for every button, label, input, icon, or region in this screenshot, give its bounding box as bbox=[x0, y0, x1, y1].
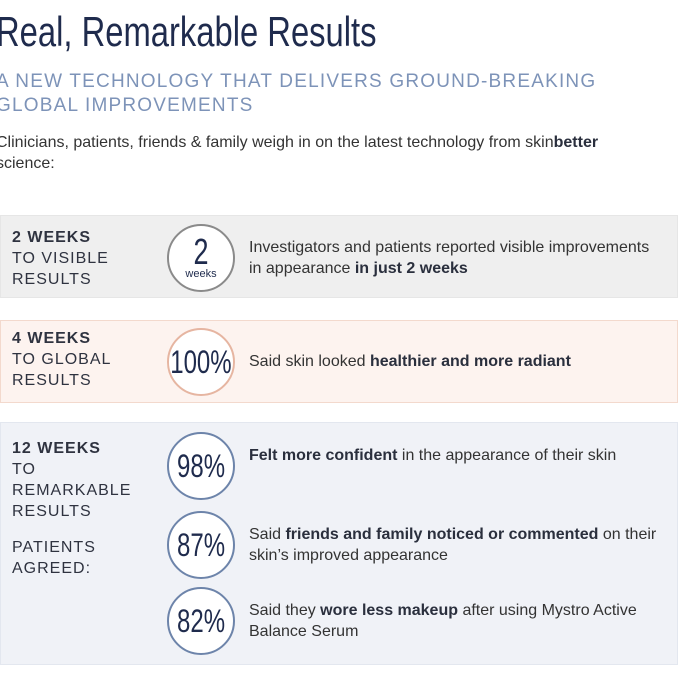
stat-circle: 98% bbox=[167, 432, 235, 500]
label-line: 12 WEEKS bbox=[12, 440, 101, 457]
label-line: 2 WEEKS bbox=[12, 229, 92, 246]
section-box bbox=[0, 320, 678, 403]
text: on their skin’s improved appearance bbox=[249, 526, 657, 564]
text: Clinicians, patients, friends & family w… bbox=[0, 134, 554, 151]
stat-text: Said skin looked healthier and more radi… bbox=[249, 351, 659, 372]
subtitle: GLOBAL IMPROVEMENTS bbox=[0, 95, 254, 116]
bold-text: healthier and more radiant bbox=[369, 353, 571, 370]
label-line: PATIENTS bbox=[12, 539, 96, 556]
section-label: 2 WEEKS TO VISIBLE RESULTS bbox=[12, 227, 109, 290]
stat-text: Felt more confident in the appearance of… bbox=[249, 445, 659, 466]
text: in the appearance of their skin bbox=[397, 447, 617, 464]
text: after using Mystro Active Balance Serum bbox=[249, 602, 637, 640]
text: science: bbox=[0, 155, 55, 172]
subtitle: A NEW TECHNOLOGY THAT DELIVERS GROUND-BR… bbox=[0, 71, 597, 92]
label-line: TO GLOBAL bbox=[12, 351, 112, 368]
stat-circle: 100% bbox=[167, 328, 235, 396]
label-line: REMARKABLE bbox=[12, 482, 132, 499]
stat-unit: weeks bbox=[185, 268, 217, 280]
stat-text: Investigators and patients reported visi… bbox=[249, 237, 659, 279]
bold-text: in just 2 weeks bbox=[354, 260, 468, 277]
section-sublabel: PATIENTS AGREED: bbox=[12, 537, 96, 579]
stat-text: Said friends and family noticed or comme… bbox=[249, 524, 659, 566]
text: Said they bbox=[249, 602, 321, 619]
section-label: 4 WEEKS TO GLOBAL RESULTS bbox=[12, 328, 111, 391]
label-line: TO VISIBLE bbox=[12, 250, 109, 267]
label-line: AGREED: bbox=[12, 560, 92, 577]
stat-value: 100% bbox=[170, 344, 232, 380]
label-line: RESULTS bbox=[12, 271, 92, 288]
stat-text: Said they wore less makeup after using M… bbox=[249, 600, 659, 642]
intro: Clinicians, patients, friends & family w… bbox=[0, 132, 636, 174]
stat-value: 87% bbox=[176, 527, 226, 563]
bold-text: wore less makeup bbox=[320, 602, 458, 619]
text: Said skin looked bbox=[249, 353, 370, 370]
label-line: TO bbox=[12, 461, 36, 478]
section-box bbox=[0, 215, 678, 298]
stat-value: 82% bbox=[176, 603, 226, 639]
stat-circle: 2 weeks bbox=[167, 224, 235, 292]
text: Said bbox=[249, 526, 286, 543]
bold-text: better bbox=[553, 134, 599, 151]
section-label: 12 WEEKS TO REMARKABLE RESULTS bbox=[12, 438, 131, 522]
bold-text: Felt more confident bbox=[249, 447, 398, 464]
stat-circle: 82% bbox=[167, 587, 235, 655]
bold-text: friends and family noticed or commented bbox=[285, 526, 599, 543]
label-line: 4 WEEKS bbox=[12, 330, 92, 347]
stat-circle: 87% bbox=[167, 511, 235, 579]
label-line: RESULTS bbox=[12, 372, 92, 389]
text: Investigators and patients reported visi… bbox=[249, 239, 650, 277]
stat-value: 2 bbox=[193, 231, 209, 272]
label-line: RESULTS bbox=[12, 503, 92, 520]
section-box bbox=[0, 422, 678, 665]
title: Real, Remarkable Results bbox=[0, 8, 377, 55]
stat-value: 98% bbox=[176, 448, 226, 484]
